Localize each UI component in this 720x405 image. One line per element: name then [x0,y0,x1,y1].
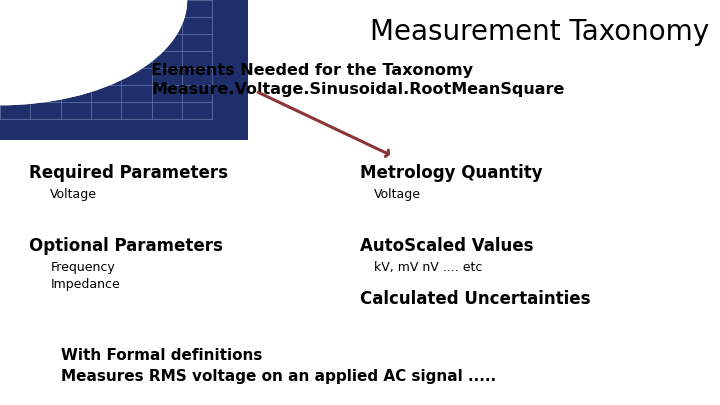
Text: Optional Parameters: Optional Parameters [29,237,222,255]
Text: With Formal definitions
Measures RMS voltage on an applied AC signal .....: With Formal definitions Measures RMS vol… [61,348,496,384]
Text: AutoScaled Values: AutoScaled Values [360,237,534,255]
Text: Elements Needed for the Taxonomy
Measure.Voltage.Sinusoidal.RootMeanSquare: Elements Needed for the Taxonomy Measure… [151,63,564,97]
Text: Voltage: Voltage [50,188,97,201]
Text: Metrology Quantity: Metrology Quantity [360,164,543,182]
Text: kV, mV nV .... etc: kV, mV nV .... etc [374,261,483,274]
Text: Required Parameters: Required Parameters [29,164,228,182]
Circle shape [0,0,187,105]
Circle shape [0,0,187,105]
Polygon shape [0,0,248,140]
Text: Frequency
Impedance: Frequency Impedance [50,261,120,291]
Text: Measurement Taxonomy: Measurement Taxonomy [370,18,709,46]
Text: Voltage: Voltage [374,188,421,201]
Text: Calculated Uncertainties: Calculated Uncertainties [360,290,590,307]
